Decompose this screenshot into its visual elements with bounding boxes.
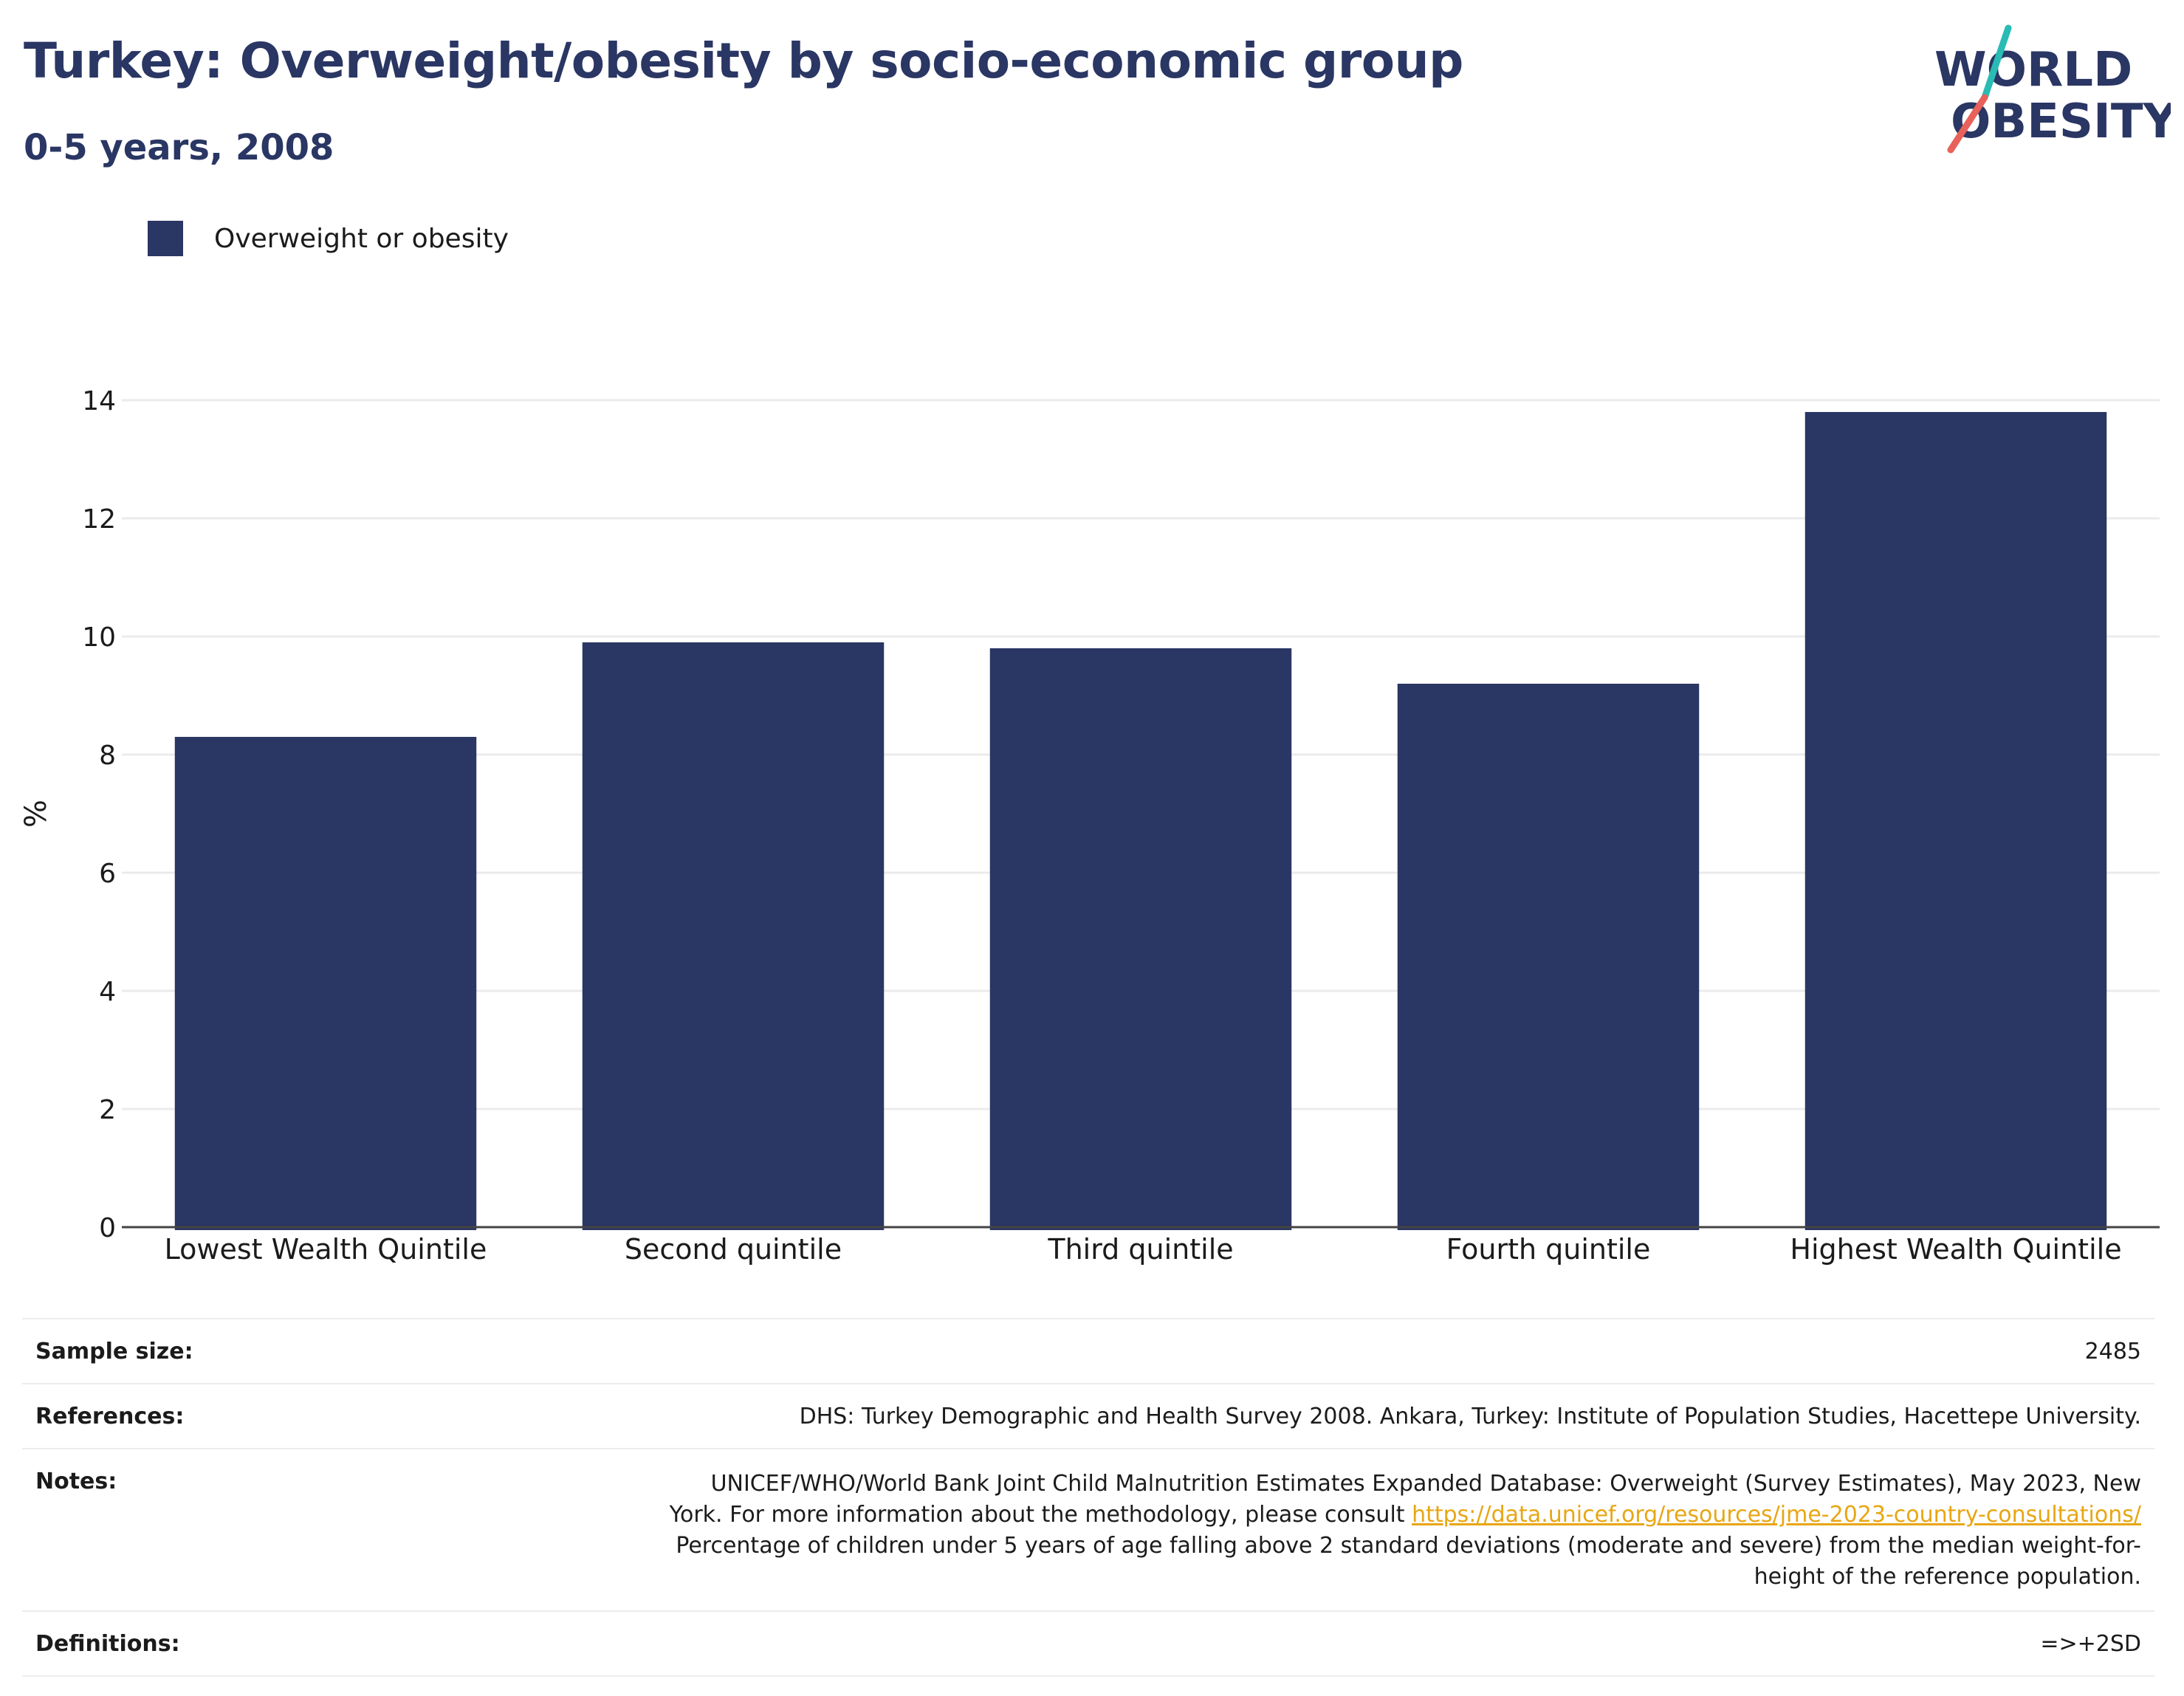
x-tick-label: Second quintile <box>625 1233 842 1266</box>
bar-chart: 0 2 4 6 8 10 12 14% Lowest Wealth Quintile Second… <box>19 386 2160 1266</box>
bar <box>1397 684 1700 1230</box>
y-tick-label: 2 <box>99 1095 116 1125</box>
legend-swatch <box>148 221 183 256</box>
logo-slash-coral <box>1947 94 1988 154</box>
y-tick-label: 4 <box>99 977 116 1007</box>
bar <box>582 642 885 1230</box>
footer-label: References: <box>35 1404 185 1429</box>
x-tick-label: Lowest Wealth Quintile <box>165 1233 487 1266</box>
y-tick-label: 0 <box>99 1213 116 1243</box>
y-tick-label: 10 <box>82 622 116 653</box>
sample-size-value: 2485 <box>2084 1339 2141 1364</box>
footer-label: Sample size: <box>35 1339 193 1364</box>
logo-line2: OBESITY <box>1951 95 2171 149</box>
x-tick-label: Fourth quintile <box>1446 1233 1651 1266</box>
chart-title: Turkey: Overweight/obesity by socio-econ… <box>24 32 1463 89</box>
notes-text: York. For more information about the met… <box>669 1502 1412 1528</box>
notes-line: height of the reference population. <box>1754 1564 2141 1590</box>
y-axis-title: % <box>19 800 53 828</box>
footer-row-notes: Notes: UNICEF/WHO/World Bank Joint Child… <box>22 1448 2154 1610</box>
chart-subtitle: 0-5 years, 2008 <box>24 127 334 168</box>
chart-legend: Overweight or obesity <box>148 220 509 257</box>
logo-slash-teal <box>1981 24 2012 101</box>
legend-label: Overweight or obesity <box>214 223 509 254</box>
notes-line: UNICEF/WHO/World Bank Joint Child Malnut… <box>710 1471 2141 1497</box>
world-obesity-logo: WORLD OBESITY <box>1912 21 2177 161</box>
y-tick-label: 6 <box>99 859 116 889</box>
methodology-link[interactable]: https://data.unicef.org/resources/jme-20… <box>1412 1502 2141 1528</box>
footer-label: Notes: <box>35 1469 117 1494</box>
bar <box>174 737 477 1230</box>
chart-footer: Sample size: 2485 References: DHS: Turke… <box>22 1318 2154 1677</box>
references-value: DHS: Turkey Demographic and Health Surve… <box>799 1404 2141 1429</box>
footer-label: Definitions: <box>35 1631 180 1657</box>
footer-row-references: References: DHS: Turkey Demographic and … <box>22 1383 2154 1448</box>
bar <box>989 648 1292 1230</box>
notes-line: York. For more information about the met… <box>670 1500 2141 1531</box>
definitions-value: =>+2SD <box>2040 1631 2141 1657</box>
x-tick-label: Third quintile <box>1047 1233 1233 1266</box>
y-tick-label: 14 <box>82 386 116 416</box>
notes-value: UNICEF/WHO/World Bank Joint Child Malnut… <box>670 1469 2141 1593</box>
y-tick-label: 12 <box>82 504 116 535</box>
y-tick-label: 8 <box>99 741 116 771</box>
footer-row-definitions: Definitions: =>+2SD <box>22 1610 2154 1677</box>
notes-line: Percentage of children under 5 years of … <box>676 1533 2141 1559</box>
bar <box>1804 412 2107 1230</box>
logo-line1: WORLD <box>1934 43 2132 97</box>
footer-row-sample-size: Sample size: 2485 <box>22 1318 2154 1383</box>
x-tick-label: Highest Wealth Quintile <box>1790 1233 2121 1266</box>
